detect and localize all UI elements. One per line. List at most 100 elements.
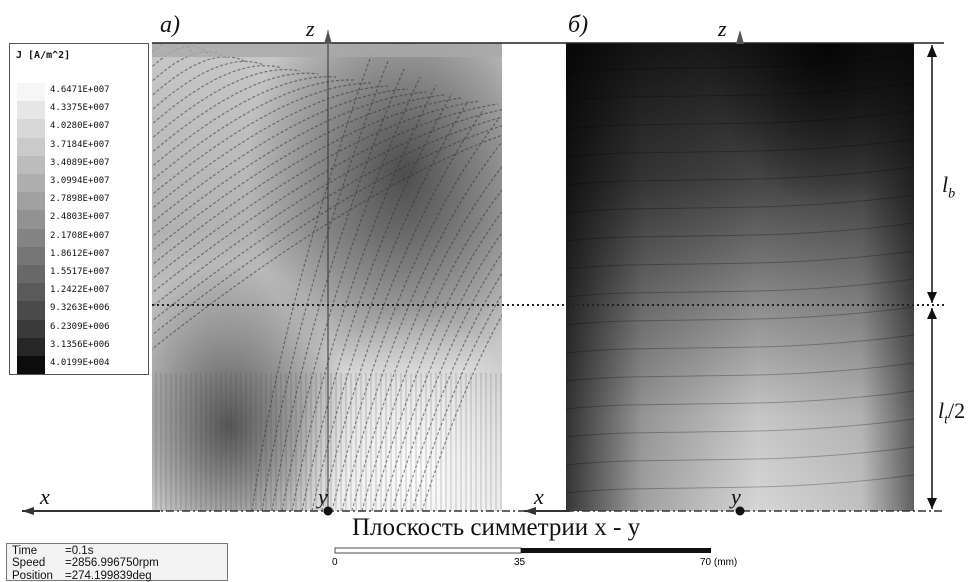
vector-streak bbox=[152, 88, 409, 224]
panel-b-plot bbox=[566, 43, 914, 511]
legend-swatch bbox=[17, 210, 45, 229]
vector-streak bbox=[291, 84, 437, 511]
vector-streak bbox=[152, 97, 463, 266]
legend-swatch bbox=[17, 155, 45, 174]
legend-value: 2.4803E+007 bbox=[50, 212, 110, 223]
scale-tick-0: 0 bbox=[332, 557, 338, 568]
lt-bottom-arrow-icon bbox=[927, 498, 937, 509]
vector-streak bbox=[371, 210, 502, 511]
vector-streak bbox=[152, 125, 502, 336]
z-axis-a-label: z bbox=[306, 16, 315, 41]
legend-swatch bbox=[17, 337, 45, 356]
lt-half-label: lt/2 bbox=[938, 398, 966, 428]
vector-streak bbox=[152, 65, 283, 125]
vector-streak bbox=[271, 68, 405, 511]
x-axis-a-label: x bbox=[40, 484, 50, 509]
legend-value: 4.0280E+007 bbox=[50, 121, 110, 132]
vector-streak bbox=[152, 109, 502, 308]
vector-streak bbox=[152, 82, 373, 196]
y-origin-a-dot bbox=[323, 506, 333, 516]
legend-swatch bbox=[17, 319, 45, 338]
vector-streak bbox=[152, 56, 247, 97]
vector-streak bbox=[301, 92, 453, 511]
contour-band-edge bbox=[566, 278, 914, 298]
contour-band-edge bbox=[566, 222, 914, 242]
lb-bottom-arrow-icon bbox=[927, 292, 937, 303]
contour-band-edge bbox=[566, 194, 914, 214]
legend-value: 4.3375E+007 bbox=[50, 103, 110, 114]
vector-streak bbox=[152, 72, 319, 154]
legend-title: J [A/m^2] bbox=[16, 50, 71, 61]
legend-swatch bbox=[17, 83, 45, 102]
contour-band-edge bbox=[566, 54, 914, 74]
color-legend: J [A/m^2] 4.6471E+007 4.3375E+007 4.0280E+… bbox=[9, 43, 149, 375]
legend-value: 4.6471E+007 bbox=[50, 85, 110, 95]
vector-streak bbox=[421, 314, 502, 511]
contour-band-edge bbox=[566, 110, 914, 130]
legend-swatch bbox=[17, 137, 45, 156]
contour-band-edge bbox=[566, 418, 914, 438]
legend-value: 3.1356E+006 bbox=[50, 339, 110, 350]
contour-band-edge bbox=[566, 474, 914, 494]
contour-band-edge bbox=[566, 446, 914, 466]
contour-band-edge bbox=[566, 82, 914, 102]
legend-value: 3.0994E+007 bbox=[50, 176, 110, 186]
legend-value: 9.3263E+006 bbox=[50, 303, 110, 314]
legend-value: 1.8612E+007 bbox=[50, 248, 110, 259]
scale-bar-black bbox=[521, 548, 711, 553]
lb-label: lb bbox=[942, 172, 956, 202]
vector-streak bbox=[331, 116, 501, 511]
legend-swatch bbox=[17, 192, 45, 211]
scale-tick-70: 70 (mm) bbox=[700, 557, 738, 568]
legend-value: 1.2422E+007 bbox=[50, 285, 110, 296]
vector-streak bbox=[152, 69, 301, 140]
legend-swatch bbox=[17, 174, 45, 193]
panel-b-contour bbox=[566, 43, 914, 511]
contour-band-edge bbox=[566, 306, 914, 326]
vector-streak bbox=[321, 108, 485, 511]
vector-streak bbox=[152, 116, 502, 322]
x-axis-b-label: x bbox=[534, 484, 544, 509]
contour-band-edge bbox=[566, 138, 914, 158]
contour-band-edge bbox=[566, 362, 914, 382]
panel-a-label: a) bbox=[160, 12, 180, 38]
vector-streak bbox=[152, 79, 355, 182]
y-axis-b-label: y bbox=[731, 484, 741, 509]
lt-top-arrow-icon bbox=[927, 308, 937, 319]
legend-swatch bbox=[17, 283, 45, 302]
legend-swatch bbox=[17, 265, 45, 284]
legend-swatch bbox=[17, 356, 45, 375]
vector-streak bbox=[152, 60, 265, 111]
contour-band-edge bbox=[566, 166, 914, 186]
vector-streak bbox=[381, 231, 502, 511]
scale-tick-35: 35 bbox=[514, 557, 526, 568]
legend-swatch bbox=[17, 228, 45, 247]
vector-streak bbox=[251, 52, 373, 511]
time-row: Time =0.1s bbox=[12, 545, 94, 557]
speed-row: Speed =2856.996750rpm bbox=[12, 557, 159, 570]
panel-b-label: б) bbox=[568, 12, 589, 38]
panel-a-vector-field bbox=[152, 43, 502, 511]
lb-top-arrow-icon bbox=[927, 45, 937, 57]
vector-streak bbox=[351, 165, 502, 511]
vector-streak bbox=[152, 103, 499, 294]
legend-value: 3.4089E+007 bbox=[50, 157, 110, 168]
position-row: Position =274.199839deg bbox=[12, 569, 152, 582]
legend-swatch bbox=[17, 246, 45, 265]
vector-streak bbox=[152, 91, 427, 238]
panel-a-plot bbox=[152, 43, 502, 511]
legend-swatch bbox=[17, 301, 45, 320]
legend-swatch bbox=[17, 119, 45, 138]
z-axis-b-label: z bbox=[718, 16, 727, 41]
y-axis-a-label: y bbox=[318, 484, 328, 509]
legend-value: 6.2309E+006 bbox=[50, 321, 110, 332]
vector-streak bbox=[281, 76, 421, 511]
simulation-info-box: Time =0.1s Speed =2856.996750rpm Position =… bbox=[6, 543, 228, 582]
y-origin-b-dot bbox=[735, 506, 745, 516]
contour-band-edge bbox=[566, 334, 914, 354]
z-axis-a-arrow-icon bbox=[324, 30, 332, 44]
vector-streak bbox=[341, 141, 502, 511]
contour-band-edge bbox=[566, 390, 914, 410]
vector-streak bbox=[391, 252, 502, 511]
